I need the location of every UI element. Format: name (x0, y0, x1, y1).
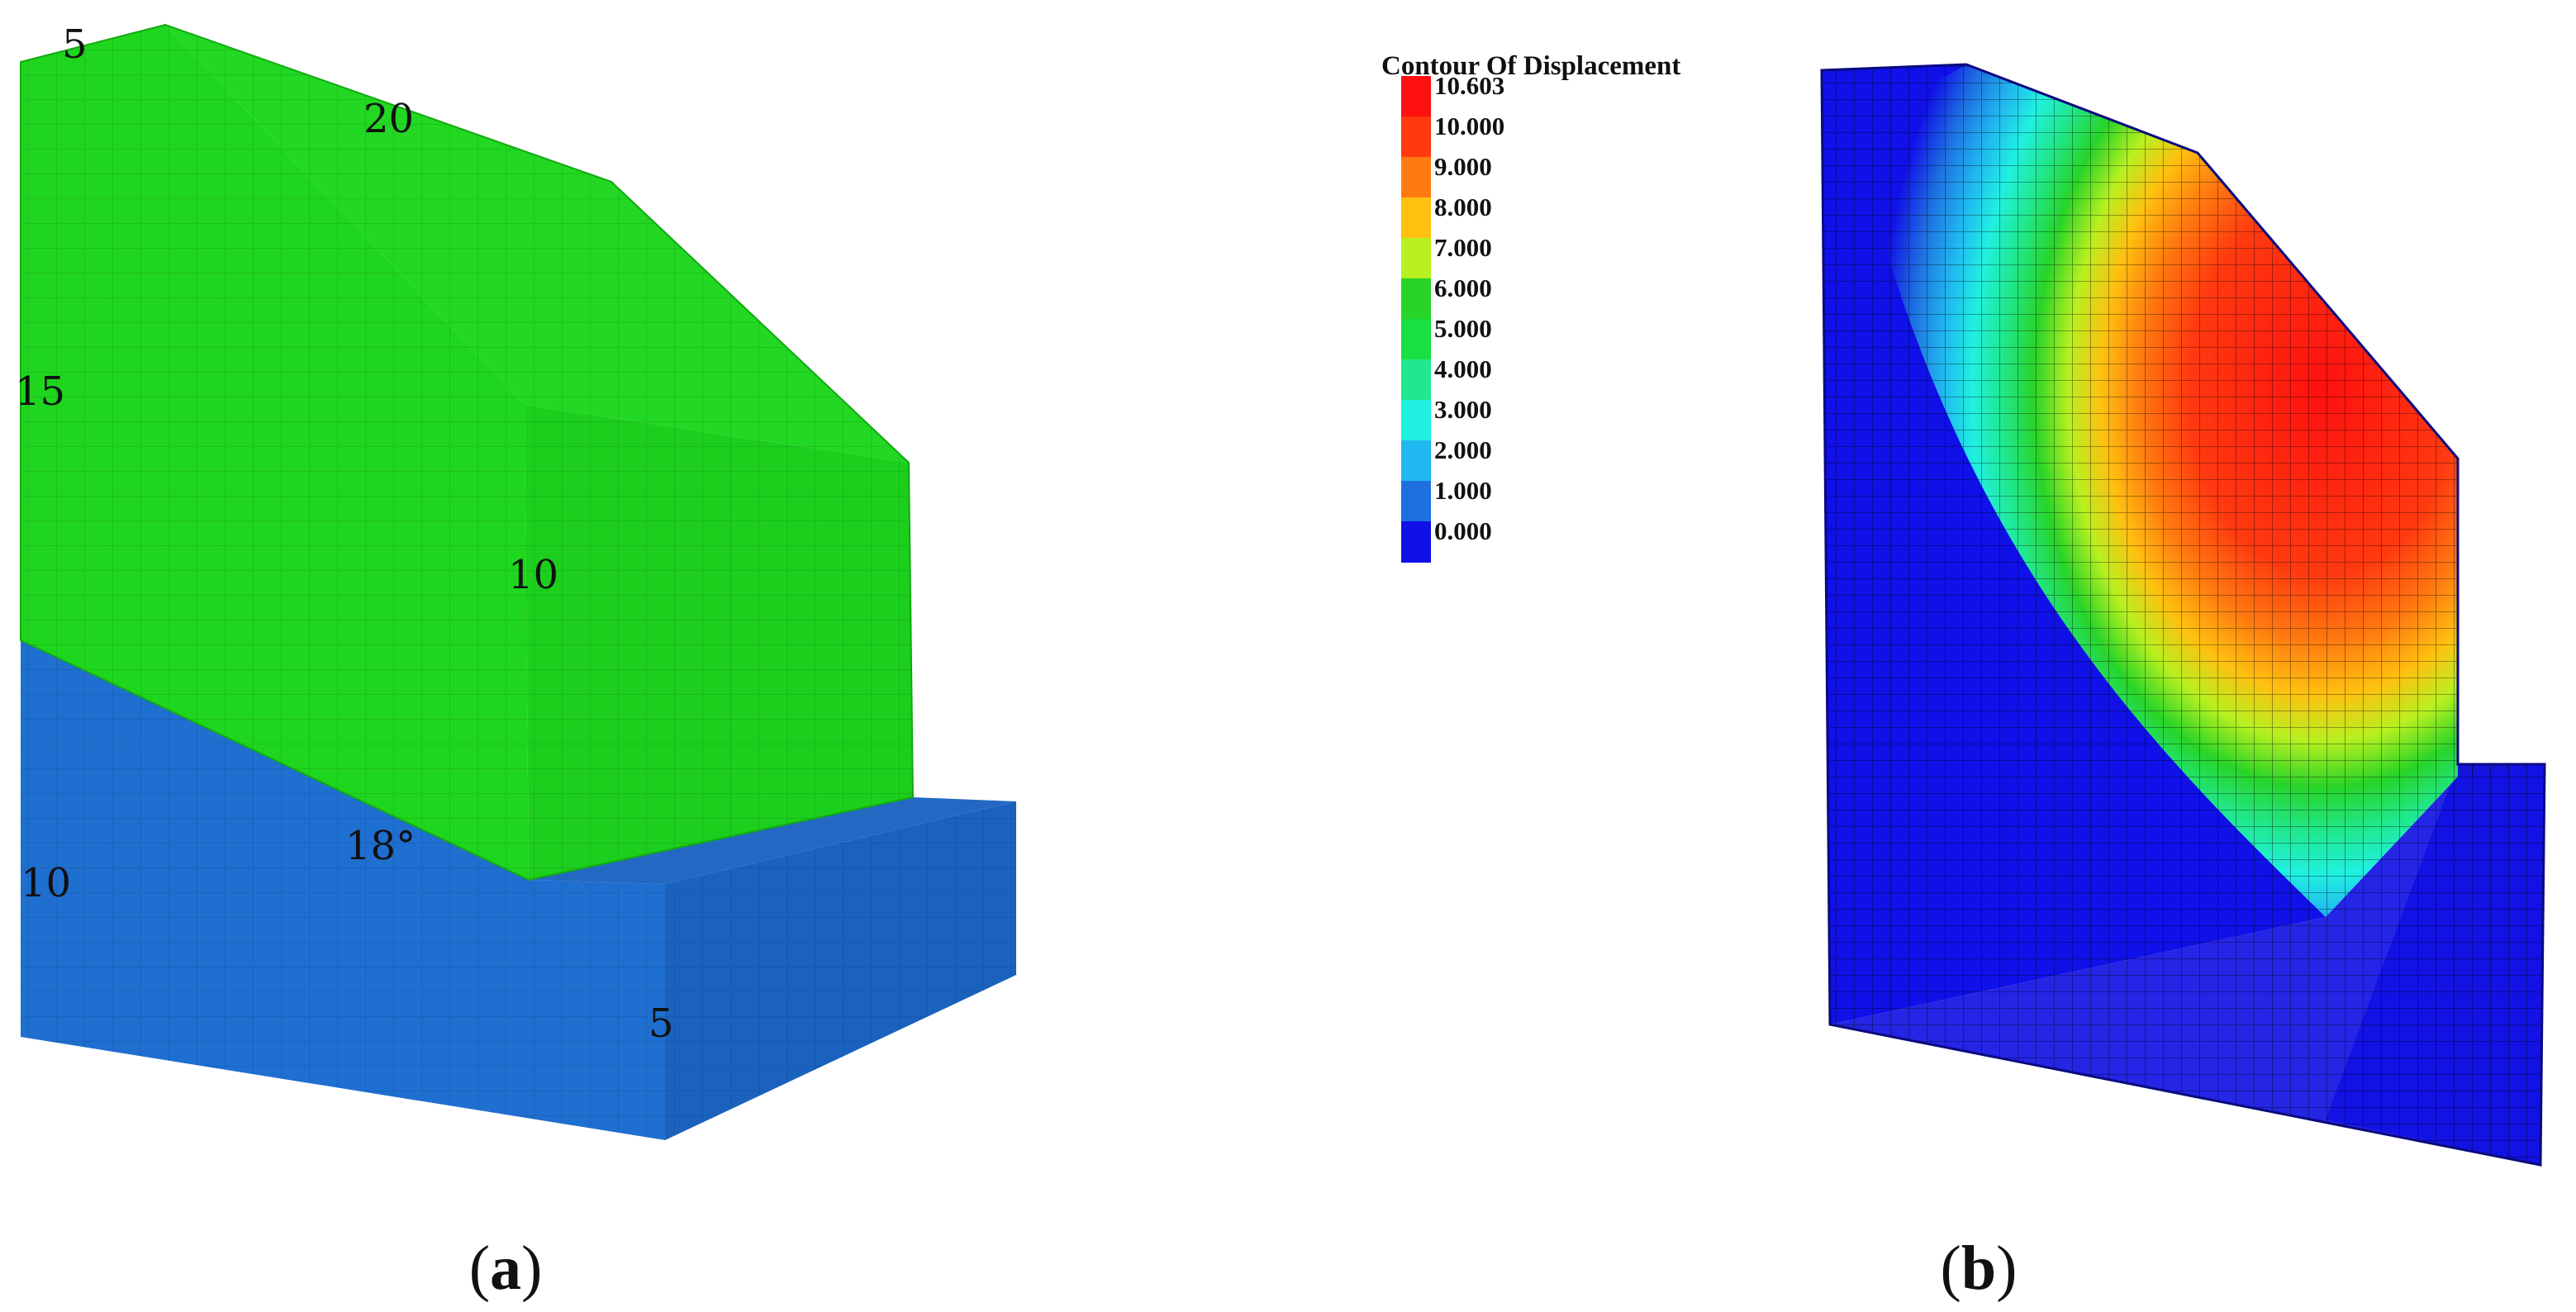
panel-b-label: (b) (1941, 1234, 2018, 1303)
legend-swatch (1401, 197, 1431, 239)
legend-title: Contour Of Displacement (1381, 51, 1680, 81)
legend-tick-label: 4.000 (1434, 354, 1492, 383)
legend-swatch (1401, 116, 1431, 158)
displacement-legend: Contour Of Displacement 10.603 10.000 9.00… (1381, 51, 1680, 563)
dim-left-height: 15 (15, 368, 65, 415)
dim-front-height: 10 (508, 552, 558, 598)
legend-tick-label: 5.000 (1434, 314, 1492, 343)
legend-swatch (1401, 440, 1431, 482)
dim-base-left-height: 10 (21, 860, 71, 906)
legend-tick-label: 3.000 (1434, 395, 1492, 424)
legend-swatches: 10.603 10.000 9.000 8.000 7.000 6.000 5.000 4.0… (1401, 71, 1504, 563)
legend-tick-label: 8.000 (1434, 193, 1492, 221)
dim-top-slope: 20 (364, 96, 414, 142)
legend-swatch (1401, 76, 1431, 117)
legend-swatch (1401, 278, 1431, 320)
panel-a-label: (a) (469, 1234, 543, 1303)
legend-swatch (1401, 238, 1431, 279)
legend-tick-label: 2.000 (1434, 435, 1492, 464)
panel-a-model: 5 20 15 10 18° 10 5 (15, 21, 1016, 1140)
legend-tick-label: 9.000 (1434, 152, 1492, 181)
legend-tick-label: 10.603 (1434, 71, 1504, 100)
legend-tick-label: 6.000 (1434, 273, 1492, 302)
legend-swatch (1401, 481, 1431, 522)
legend-tick-label: 7.000 (1434, 233, 1492, 262)
legend-swatch (1401, 319, 1431, 360)
dim-top-left: 5 (62, 21, 88, 68)
legend-swatch (1401, 157, 1431, 198)
legend-tick-label: 0.000 (1434, 516, 1492, 545)
legend-swatch (1401, 400, 1431, 441)
dim-slope-angle: 18° (345, 823, 416, 869)
legend-tick-label: 10.000 (1434, 112, 1504, 140)
legend-tick-label: 1.000 (1434, 476, 1492, 505)
legend-swatch (1401, 359, 1431, 401)
dim-base-front: 5 (649, 1001, 674, 1047)
foundation-block-top-face (529, 797, 1016, 884)
panel-b-contour (1820, 63, 2546, 1167)
legend-swatch (1401, 521, 1431, 563)
